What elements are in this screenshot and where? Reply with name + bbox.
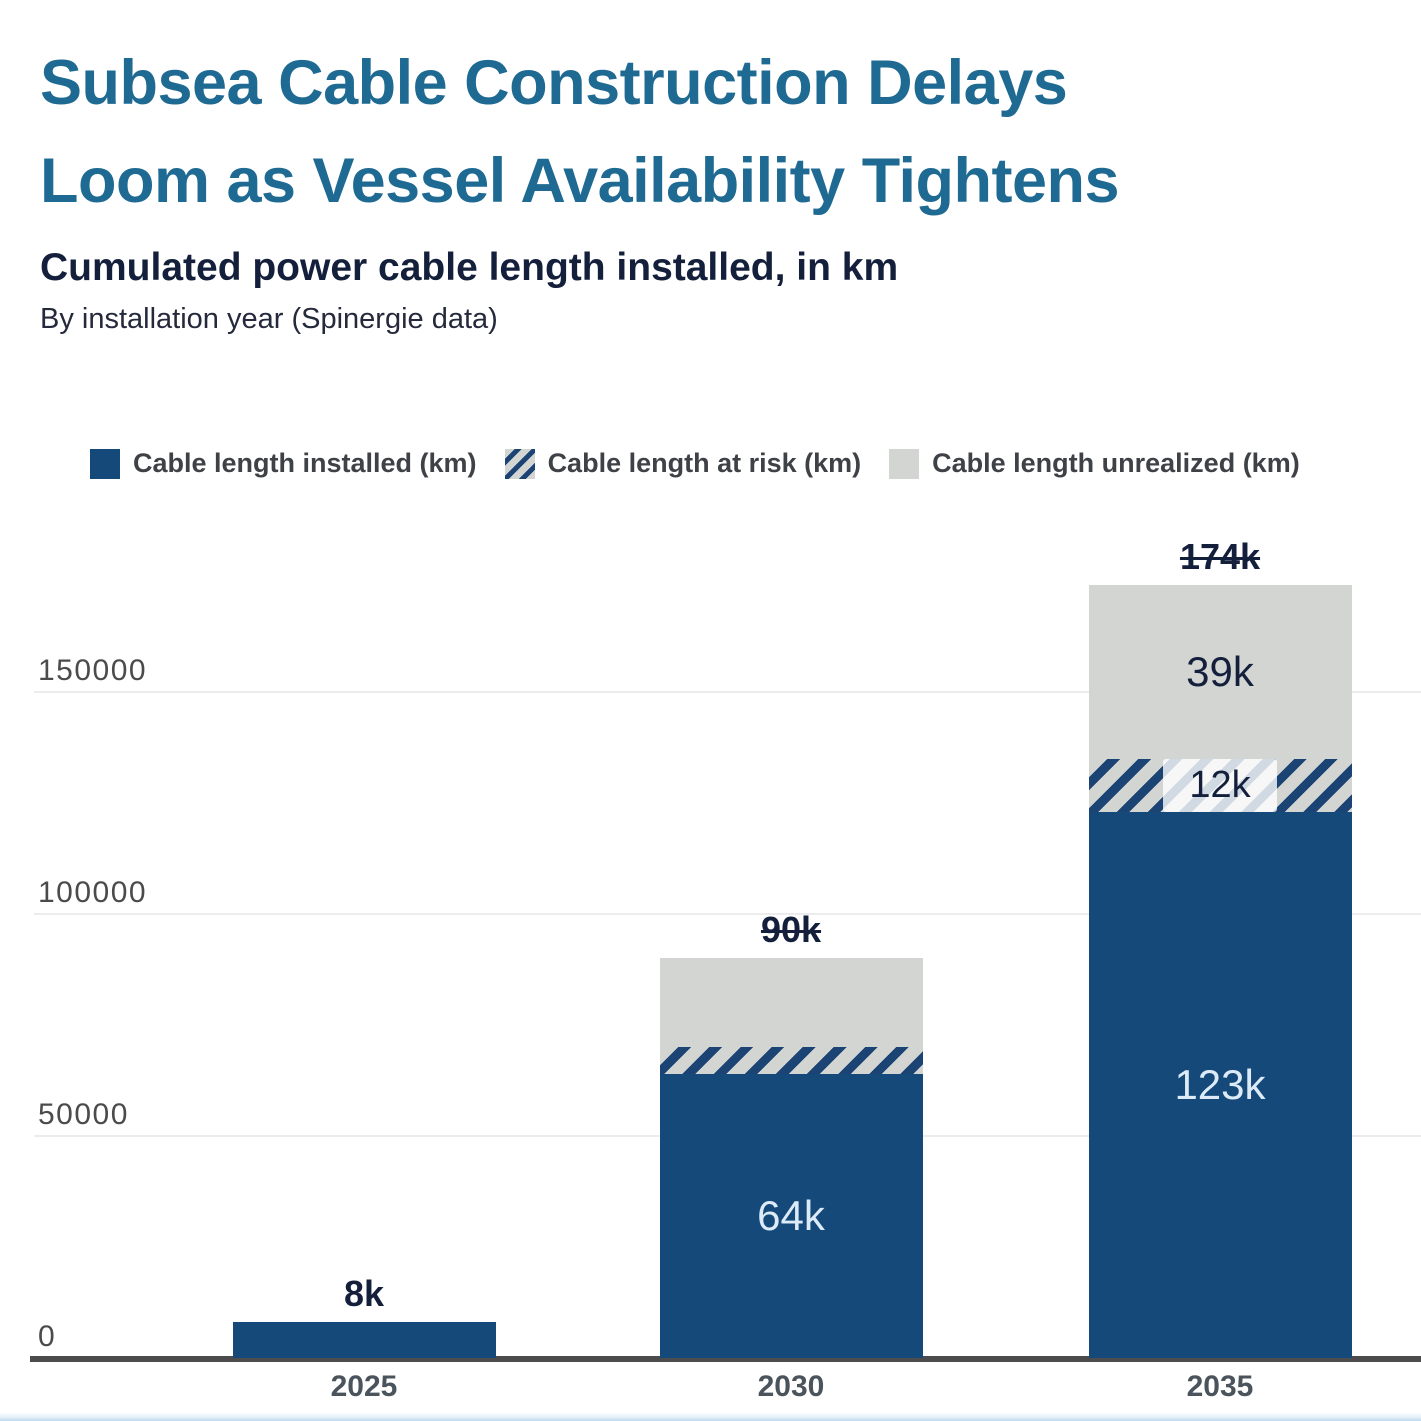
legend: Cable length installed (km) Cable length… (90, 448, 1300, 479)
chart-subtitle: Cumulated power cable length installed, … (40, 246, 899, 289)
legend-swatch-installed-icon (90, 448, 120, 479)
chart-title: Subsea Cable Construction Delays Loom as … (40, 34, 1400, 230)
footer-accent-strip (0, 1412, 1421, 1421)
chart-source-note: By installation year (Spinergie data) (40, 303, 498, 335)
bar-segment-unrealized-2035 (1088, 585, 1352, 759)
bar-segment-installed-2035 (1088, 811, 1352, 1358)
bar-value-wrap-installed-2030: 64k (660, 1074, 923, 1358)
bar-value-at_risk-2035: 12k (1163, 758, 1277, 812)
legend-item-installed: Cable length installed (km) (90, 448, 477, 479)
bar-value-installed-2030: 64k (757, 1191, 825, 1239)
gridline-150000 (34, 691, 1421, 693)
bar-value-installed-2035: 123k (1174, 1060, 1266, 1108)
x-axis-label-2030: 2030 (757, 1370, 825, 1403)
x-axis-label-2035: 2035 (1186, 1370, 1254, 1403)
y-axis-tick-0: 0 (38, 1320, 57, 1353)
bar-total-label-2035: 174k (1179, 536, 1261, 578)
legend-label-at-risk: Cable length at risk (km) (547, 448, 862, 478)
legend-item-at-risk: Cable length at risk (km) (504, 448, 862, 479)
x-axis-label-2025: 2025 (330, 1370, 398, 1403)
legend-swatch-at-risk-icon (504, 448, 535, 479)
y-axis-tick-100000: 100000 (38, 876, 148, 909)
bar-segment-at_risk-2030 (659, 1047, 923, 1074)
bar-total-label-2025: 8k (343, 1273, 385, 1315)
legend-swatch-unrealized-icon (889, 448, 920, 479)
chart-title-line2: Loom as Vessel Availability Tightens (40, 146, 1120, 216)
bar-value-unrealized-2035: 39k (1186, 648, 1254, 696)
x-axis-line (30, 1356, 1421, 1362)
y-axis-tick-150000: 150000 (38, 654, 148, 687)
bar-value-wrap-at_risk-2035: 12k (1089, 758, 1352, 812)
bar-total-label-2030: 90k (760, 909, 822, 951)
bar-segment-installed-2030 (659, 1073, 923, 1358)
legend-label-installed: Cable length installed (km) (133, 448, 477, 478)
bar-segment-installed-2025 (232, 1322, 496, 1358)
bar-value-wrap-unrealized-2035: 39k (1089, 585, 1352, 758)
gridline-100000 (34, 913, 1421, 915)
legend-item-unrealized: Cable length unrealized (km) (889, 448, 1300, 479)
legend-label-unrealized: Cable length unrealized (km) (932, 448, 1300, 478)
chart-title-line1: Subsea Cable Construction Delays (40, 48, 1068, 118)
bar-value-wrap-installed-2035: 123k (1089, 812, 1352, 1358)
bar-segment-unrealized-2030 (659, 958, 923, 1048)
y-axis-tick-50000: 50000 (38, 1098, 129, 1131)
